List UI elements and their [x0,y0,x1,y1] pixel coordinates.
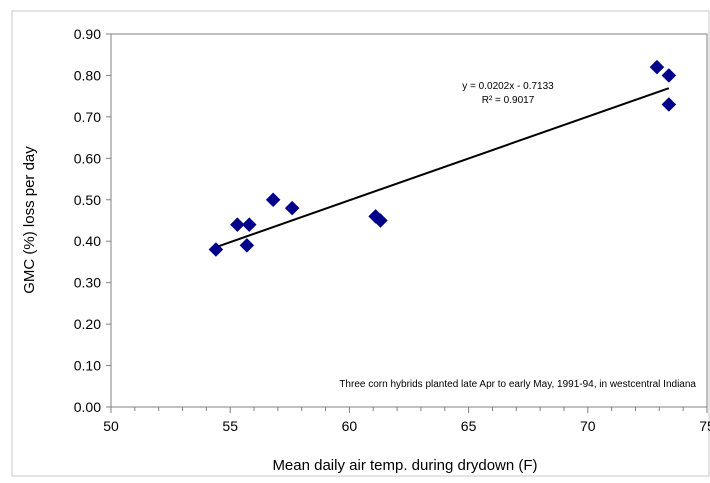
y-tick-label: 0.70 [74,109,101,125]
plot-area [110,33,708,408]
x-tick-label: 65 [461,418,477,434]
data-point [229,217,245,232]
trendline-r-squared: R² = 0.9017 [482,95,535,106]
y-tick-label: 0.20 [74,316,101,332]
trendline-group [215,87,670,249]
y-tick-label: 0.00 [74,399,101,415]
y-axis-ticks: 0.00 0.10 0.20 0.30 0.40 0.50 0.60 0.70 0.80 0.90 [74,26,111,415]
data-point [661,68,677,83]
data-point [284,200,300,216]
data-point [208,242,224,257]
data-points [208,59,677,257]
y-tick-label: 0.60 [74,150,101,166]
data-point [241,217,257,232]
x-axis-ticks: 50 55 60 65 70 75 [103,407,710,434]
x-axis-label: Mean daily air temp. during drydown (F) [272,457,537,474]
trendline [215,87,670,249]
data-point [649,59,665,75]
x-tick-label: 60 [342,418,358,434]
y-tick-label: 0.10 [74,358,101,374]
data-point [661,97,677,112]
x-tick-label: 75 [699,418,710,434]
x-tick-label: 55 [222,418,238,434]
chart-annotation: Three corn hybrids planted late Apr to e… [339,379,696,390]
y-tick-label: 0.40 [74,233,101,249]
data-point [239,238,255,253]
x-tick-label: 50 [103,418,119,434]
trendline-equation: y = 0.0202x - 0.7133 [462,81,554,92]
y-tick-label: 0.30 [74,275,101,291]
data-point [265,192,281,208]
y-tick-label: 0.90 [74,26,101,42]
y-tick-label: 0.80 [74,67,101,83]
y-tick-label: 0.50 [74,192,101,208]
y-axis-label: GMC (%) loss per day [21,146,38,294]
data-point [373,213,388,228]
x-tick-label: 70 [580,418,596,434]
